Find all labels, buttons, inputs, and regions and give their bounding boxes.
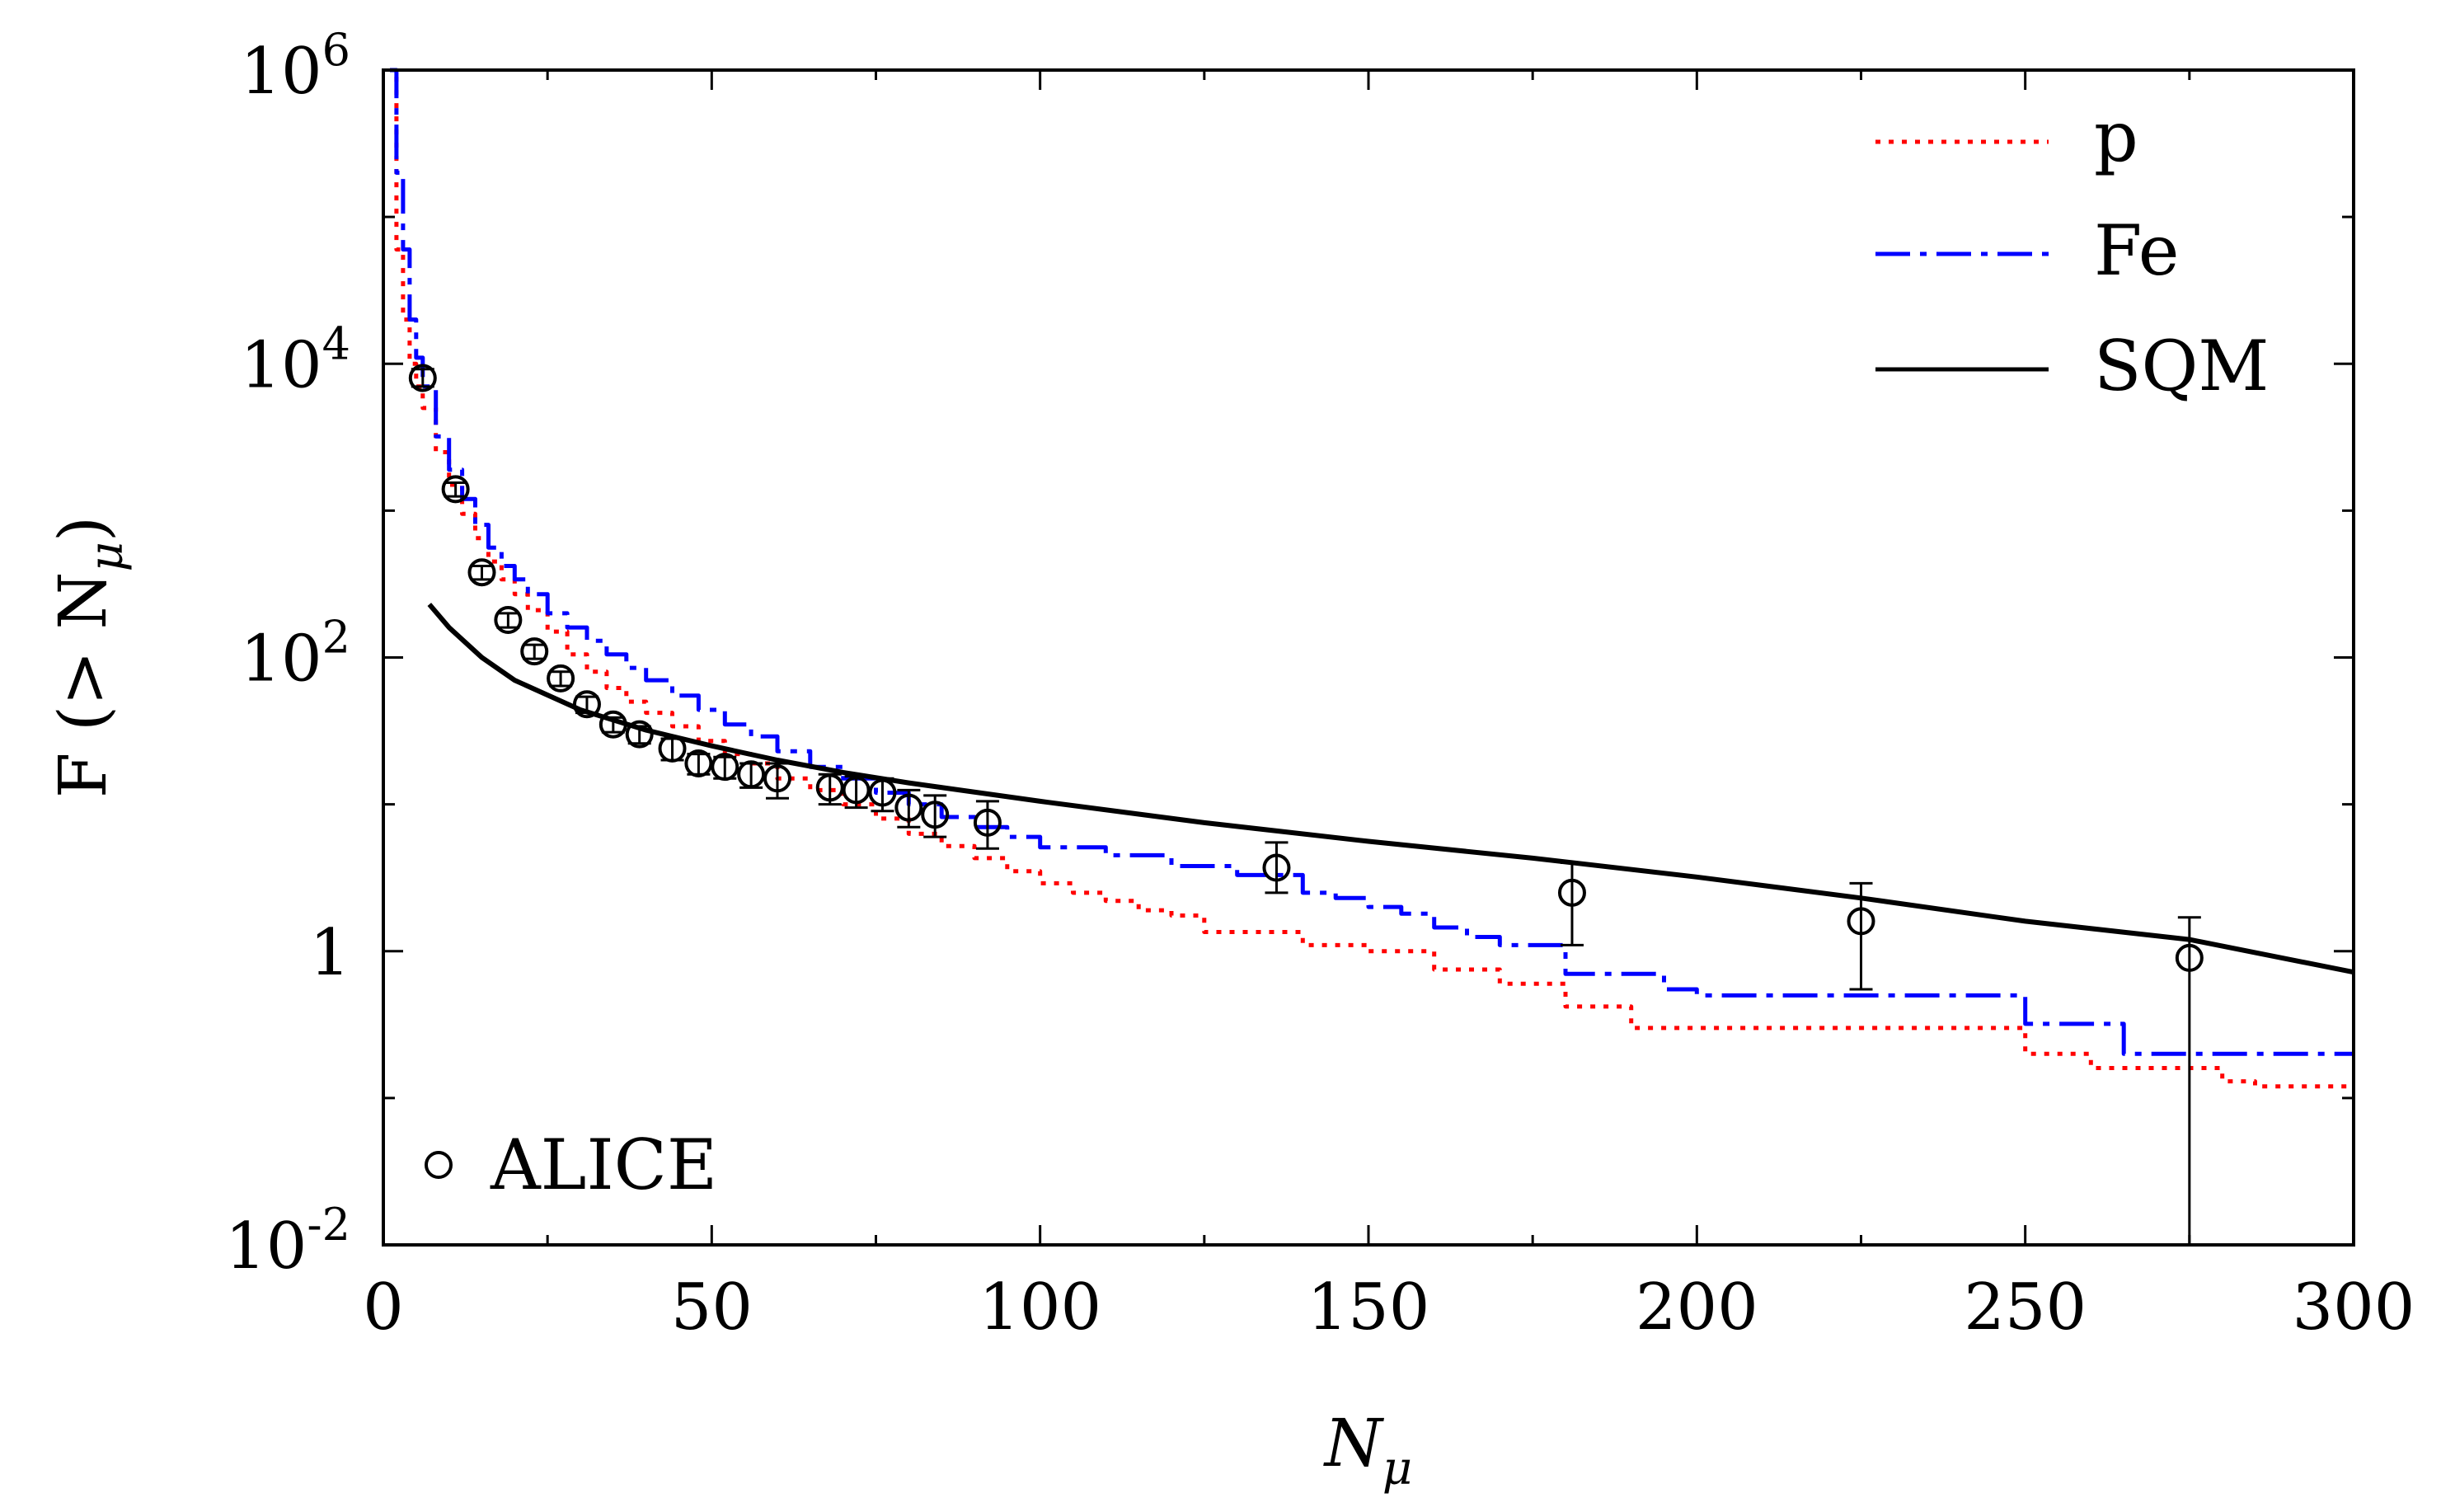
- y-axis-title: F (> Nμ): [45, 516, 134, 798]
- alice-marker: [815, 773, 844, 802]
- legend-label-sqm: SQM: [2094, 326, 2269, 406]
- alice-point: [494, 606, 523, 635]
- x-tick-label: 0: [363, 1270, 404, 1345]
- alice-point: [547, 664, 575, 693]
- y-tick-label-exponent: 6: [322, 24, 350, 76]
- alice-point: [1847, 881, 1875, 991]
- alice-point: [711, 753, 739, 782]
- alice-marker: [684, 749, 713, 777]
- alice-point: [467, 558, 496, 587]
- alice-marker: [441, 475, 470, 504]
- alice-marker: [842, 776, 871, 805]
- y-tick-label-base: 10: [240, 328, 322, 402]
- y-tick-label: 10-2: [225, 1199, 350, 1284]
- alice-marker: [520, 637, 549, 666]
- alice-point: [572, 690, 601, 719]
- alice-error-bar: [444, 481, 467, 498]
- alice-point: [2175, 916, 2204, 1247]
- alice-point: [894, 788, 923, 829]
- legend-label-alice: ALICE: [490, 1125, 717, 1205]
- alice-marker: [467, 558, 496, 587]
- legend: p Fe SQM: [1875, 96, 2269, 406]
- alice-point: [868, 777, 897, 813]
- alice-marker: [894, 793, 923, 822]
- alice-marker: [2175, 943, 2204, 972]
- series-line-sqm: [427, 603, 2354, 975]
- legend-label-p: p: [2094, 96, 2138, 177]
- series-line-p: [390, 68, 2354, 1089]
- alice-error-bar: [470, 564, 494, 581]
- x-tick-label: 50: [671, 1270, 753, 1345]
- y-axis-title-suffix: ): [45, 516, 121, 542]
- alice-error-bar: [523, 643, 547, 660]
- x-tick-label: 150: [1307, 1270, 1430, 1345]
- alice-point: [973, 800, 1002, 850]
- alice-point: [921, 794, 950, 838]
- y-tick-label-exponent: 2: [322, 612, 350, 664]
- alice-error-bar: [496, 612, 520, 629]
- alice-point: [625, 720, 654, 749]
- alice-point: [684, 749, 713, 777]
- x-axis-title: Nμ: [1323, 1405, 1412, 1496]
- x-tick-label: 300: [2293, 1270, 2415, 1345]
- alice-marker: [408, 364, 437, 392]
- alice-marker: [625, 720, 654, 749]
- alice-marker: [1557, 878, 1586, 907]
- y-axis-title-sub: μ: [80, 542, 134, 571]
- alice-point: [815, 772, 844, 806]
- y-tick-label-base: 10: [240, 622, 322, 697]
- y-tick-label: 106: [240, 24, 350, 109]
- alice-marker: [599, 710, 627, 739]
- y-tick-label: 102: [240, 612, 350, 697]
- alice-marker: [763, 764, 791, 793]
- alice-marker: [737, 760, 766, 789]
- alice-marker: [547, 664, 575, 693]
- y-axis-title-prefix: F (> N: [45, 572, 121, 799]
- alice-point: [737, 760, 766, 789]
- legend-alice: ALICE: [425, 1125, 717, 1205]
- legend-alice-marker: [425, 1151, 453, 1179]
- alice-point: [1262, 841, 1291, 895]
- legend-label-fe: Fe: [2094, 210, 2179, 291]
- series-layer: [390, 68, 2354, 1089]
- alice-marker: [1847, 907, 1875, 936]
- alice-point: [441, 475, 470, 504]
- y-tick-label: 104: [240, 317, 350, 402]
- alice-point: [842, 775, 871, 810]
- alice-marker: [973, 808, 1002, 837]
- alice-marker: [868, 778, 897, 807]
- alice-point: [1557, 862, 1586, 946]
- alice-error-bar: [1265, 841, 1289, 895]
- alice-marker: [711, 753, 739, 782]
- alice-markers-layer: [408, 364, 2204, 1247]
- y-tick-label-exponent: -2: [307, 1199, 350, 1251]
- alice-error-bar: [975, 800, 999, 850]
- alice-marker: [658, 734, 687, 763]
- alice-error-bar: [1849, 881, 1873, 991]
- plot-frame: [382, 68, 2355, 1247]
- alice-marker: [1262, 853, 1291, 882]
- alice-point: [658, 734, 687, 763]
- x-tick-label: 250: [1964, 1270, 2087, 1345]
- y-tick-label-exponent: 4: [322, 317, 350, 369]
- x-tick-label: 200: [1636, 1270, 1758, 1345]
- x-tick-label: 100: [979, 1270, 1101, 1345]
- alice-point: [599, 710, 627, 739]
- x-axis-title-sub: μ: [1382, 1442, 1412, 1496]
- series-line-fe: [390, 68, 2354, 1056]
- x-axis-title-main: N: [1323, 1405, 1385, 1481]
- alice-marker: [494, 606, 523, 635]
- y-tick-label-base: 10: [240, 35, 322, 109]
- alice-marker: [921, 801, 950, 829]
- alice-error-bar: [549, 670, 573, 688]
- alice-marker: [572, 690, 601, 719]
- alice-point: [408, 364, 437, 392]
- y-tick-label: 1: [309, 916, 350, 990]
- alice-point: [520, 637, 549, 666]
- y-tick-label-base: 1: [309, 916, 350, 990]
- alice-point: [763, 762, 791, 800]
- y-tick-label-base: 10: [225, 1209, 307, 1284]
